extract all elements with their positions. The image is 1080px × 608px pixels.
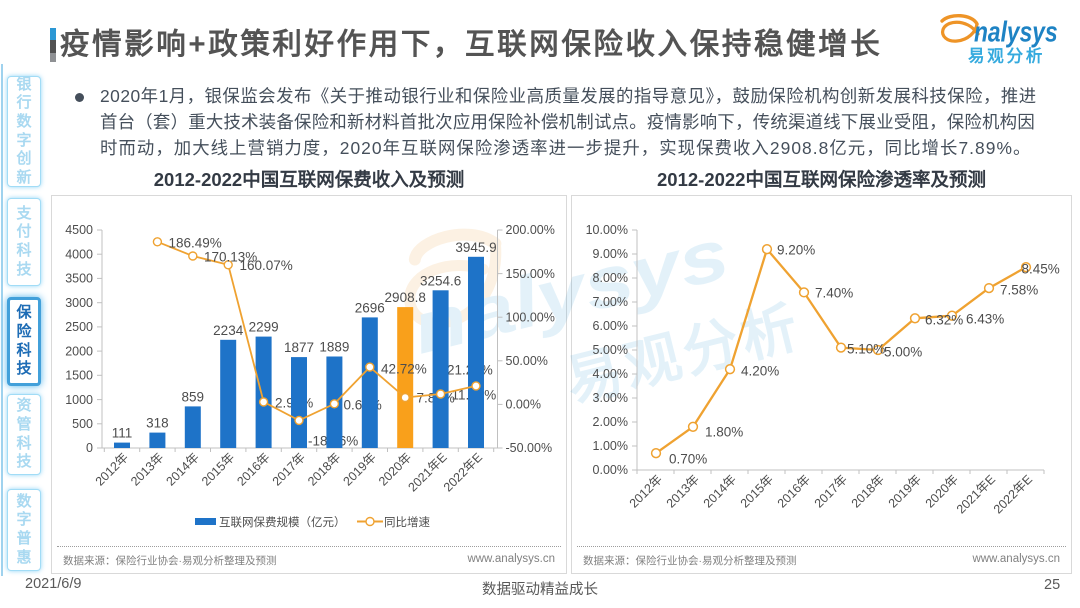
svg-text:318: 318 xyxy=(146,416,169,431)
svg-text:2019年: 2019年 xyxy=(886,472,924,510)
svg-text:2016年: 2016年 xyxy=(234,450,272,488)
svg-text:9.00%: 9.00% xyxy=(593,247,628,261)
svg-text:5.10%: 5.10% xyxy=(847,342,885,357)
svg-text:2000: 2000 xyxy=(65,344,93,358)
svg-text:1500: 1500 xyxy=(65,369,93,383)
svg-text:3500: 3500 xyxy=(65,272,93,286)
svg-text:7.40%: 7.40% xyxy=(815,286,853,301)
svg-text:2017年: 2017年 xyxy=(812,472,850,510)
svg-text:50.00%: 50.00% xyxy=(506,354,548,368)
svg-text:7.00%: 7.00% xyxy=(593,295,628,309)
svg-text:5.00%: 5.00% xyxy=(593,343,628,357)
svg-text:3.00%: 3.00% xyxy=(593,391,628,405)
svg-text:2299: 2299 xyxy=(249,320,279,335)
svg-text:1000: 1000 xyxy=(65,393,93,407)
svg-text:1877: 1877 xyxy=(284,340,314,355)
svg-text:8.00%: 8.00% xyxy=(593,271,628,285)
svg-text:2696: 2696 xyxy=(355,300,385,315)
svg-text:2019年: 2019年 xyxy=(341,450,379,488)
svg-text:2500: 2500 xyxy=(65,320,93,334)
svg-text:2018年: 2018年 xyxy=(849,472,887,510)
svg-text:同比增速: 同比增速 xyxy=(384,515,430,529)
svg-text:0: 0 xyxy=(86,441,93,455)
svg-text:易观分析: 易观分析 xyxy=(968,46,1045,66)
svg-text:4500: 4500 xyxy=(65,223,93,237)
svg-text:3000: 3000 xyxy=(65,296,93,310)
svg-text:4.20%: 4.20% xyxy=(741,364,779,379)
svg-text:2022年E: 2022年E xyxy=(991,472,1035,516)
svg-text:2012年: 2012年 xyxy=(93,450,131,488)
svg-text:200.00%: 200.00% xyxy=(506,223,555,237)
svg-text:2013年: 2013年 xyxy=(664,472,702,510)
svg-text:2017年: 2017年 xyxy=(270,450,308,488)
svg-text:2234: 2234 xyxy=(213,323,244,338)
svg-text:0.70%: 0.70% xyxy=(669,452,707,467)
svg-text:150.00%: 150.00% xyxy=(506,267,555,281)
svg-text:5.00%: 5.00% xyxy=(884,345,922,360)
svg-text:0.00%: 0.00% xyxy=(506,398,541,412)
svg-text:2014年: 2014年 xyxy=(164,450,202,488)
svg-text:2012年: 2012年 xyxy=(627,472,665,510)
svg-text:2.00%: 2.00% xyxy=(593,415,628,429)
svg-text:100.00%: 100.00% xyxy=(506,310,555,324)
svg-text:3945.9: 3945.9 xyxy=(455,240,496,255)
svg-text:160.07%: 160.07% xyxy=(240,258,293,273)
svg-text:170.13%: 170.13% xyxy=(204,250,257,265)
svg-text:2018年: 2018年 xyxy=(305,450,343,488)
svg-text:2908.8: 2908.8 xyxy=(385,290,426,305)
svg-text:7.58%: 7.58% xyxy=(1000,283,1038,298)
svg-text:6.00%: 6.00% xyxy=(593,319,628,333)
svg-text:8.45%: 8.45% xyxy=(1022,262,1060,277)
svg-text:互联网保费规模（亿元）: 互联网保费规模（亿元） xyxy=(219,515,346,529)
svg-text:859: 859 xyxy=(182,389,205,404)
svg-text:1889: 1889 xyxy=(319,340,349,355)
svg-text:1.00%: 1.00% xyxy=(593,439,628,453)
svg-text:2013年: 2013年 xyxy=(128,450,166,488)
svg-text:nalysys: nalysys xyxy=(974,17,1058,48)
svg-text:2022年E: 2022年E xyxy=(441,450,485,494)
svg-text:0.00%: 0.00% xyxy=(593,463,628,477)
svg-text:9.20%: 9.20% xyxy=(777,243,815,258)
svg-text:500: 500 xyxy=(72,417,93,431)
svg-text:2014年: 2014年 xyxy=(701,472,739,510)
svg-text:42.72%: 42.72% xyxy=(381,362,427,377)
svg-text:-50.00%: -50.00% xyxy=(506,441,553,455)
svg-text:2016年: 2016年 xyxy=(775,472,813,510)
svg-text:2021年E: 2021年E xyxy=(954,472,998,516)
svg-text:6.43%: 6.43% xyxy=(966,312,1004,327)
svg-text:4000: 4000 xyxy=(65,247,93,261)
svg-text:111: 111 xyxy=(112,426,133,441)
svg-text:1.80%: 1.80% xyxy=(705,425,743,440)
svg-text:6.32%: 6.32% xyxy=(925,313,963,328)
svg-text:186.49%: 186.49% xyxy=(169,236,222,251)
svg-text:2015年: 2015年 xyxy=(199,450,237,488)
svg-text:4.00%: 4.00% xyxy=(593,367,628,381)
svg-text:2015年: 2015年 xyxy=(738,472,776,510)
svg-text:3254.6: 3254.6 xyxy=(420,273,461,288)
svg-text:10.00%: 10.00% xyxy=(586,223,628,237)
